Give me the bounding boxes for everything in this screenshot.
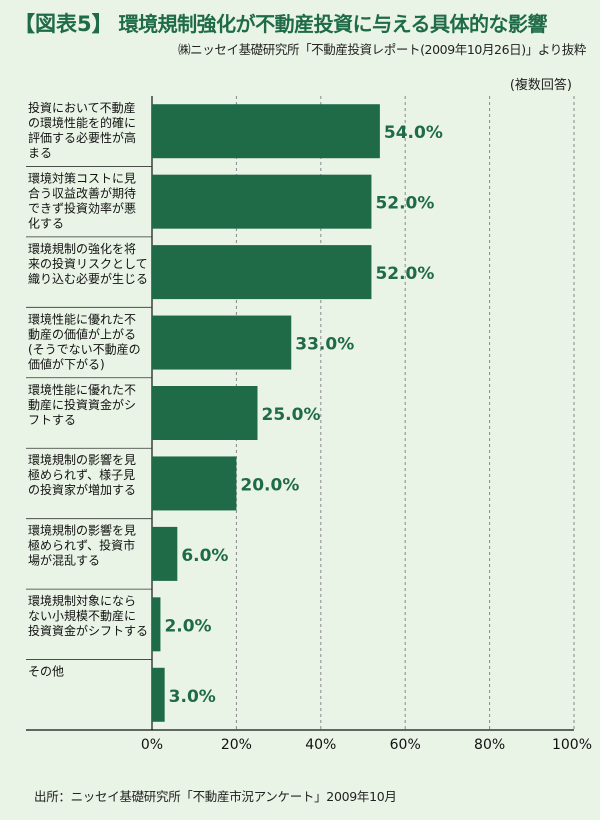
category-label-line: 動産に投資資金がシ	[28, 397, 136, 412]
bar	[152, 386, 258, 440]
category-label-line: できず投資効率が悪	[28, 200, 136, 215]
bar-value-label: 54.0%	[384, 123, 443, 143]
category-label-line: 投資資金がシフトする	[28, 623, 148, 638]
category-label-line: 場が混乱する	[28, 553, 100, 568]
chart-title-row: 【図表5】 環境規制強化が不動産投資に与える具体的な影響	[14, 8, 590, 38]
category-label-line: の投資家が増加する	[28, 482, 136, 497]
category-label-line: まる	[28, 146, 52, 160]
category-label-line: 環境規制対象になら	[28, 593, 136, 608]
figure-number: 【図表5】	[14, 12, 113, 36]
bar	[152, 456, 237, 511]
bar	[152, 667, 165, 722]
x-tick-label: 80%	[474, 737, 505, 753]
category-label-line: 極められず、様子見	[28, 467, 135, 482]
category-label-line: 価値が下がる)	[28, 356, 105, 371]
category-label-line: 環境規制の影響を見	[28, 523, 136, 538]
multiple-answer-note: (複数回答)	[509, 78, 572, 93]
x-tick-label: 100%	[552, 737, 592, 753]
bar-value-label: 20.0%	[240, 475, 299, 495]
bar-value-label: 6.0%	[181, 546, 228, 566]
chart-subtitle: ㈱ニッセイ基礎研究所「不動産投資レポート(2009年10月26日)」より抜粋	[178, 42, 586, 57]
bar-value-label: 3.0%	[169, 687, 216, 707]
category-label-line: フトする	[28, 413, 76, 427]
x-tick-label: 60%	[390, 737, 421, 753]
category-label-line: 環境性能に優れた不	[28, 311, 136, 326]
category-label-line: 織り込む必要が生じる	[28, 271, 148, 286]
category-label-line: の環境性能を的確に	[28, 115, 136, 130]
category-label-line: 投資において不動産	[28, 100, 136, 115]
category-label-line: 環境性能に優れた不	[28, 382, 136, 397]
category-label-line: ない小規模不動産に	[28, 608, 136, 623]
bar-value-label: 52.0%	[375, 194, 434, 214]
category-label-line: 化する	[28, 216, 64, 230]
chart-title: 環境規制強化が不動産投資に与える具体的な影響	[118, 12, 548, 36]
category-label-line: (そうでない不動産の	[28, 341, 141, 356]
bar-value-label: 25.0%	[262, 405, 321, 425]
category-label-line: 環境対策コストに見	[28, 170, 136, 185]
category-label-line: 合う収益改善が期待	[28, 185, 136, 200]
bar	[152, 104, 380, 159]
bar-value-label: 2.0%	[164, 616, 211, 636]
category-label-line: 極められず、投資市	[28, 538, 135, 553]
category-label-line: 環境規制の強化を将	[28, 241, 136, 256]
bar	[152, 174, 372, 229]
bar-value-label: 33.0%	[295, 335, 354, 355]
category-label-line: 評価する必要性が高	[28, 130, 136, 145]
x-tick-label: 40%	[305, 737, 336, 753]
bar-value-label: 52.0%	[375, 264, 434, 284]
bar	[152, 315, 292, 370]
category-label-line: 環境規制の影響を見	[28, 452, 136, 467]
x-tick-label: 0%	[141, 737, 163, 753]
bar	[152, 526, 178, 581]
category-label-line: 来の投資リスクとして	[28, 256, 148, 271]
category-label-line: その他	[28, 665, 64, 679]
bar	[152, 245, 372, 300]
x-tick-label: 20%	[221, 737, 252, 753]
source-footer: 出所：ニッセイ基礎研究所「不動産市況アンケート」2009年10月	[34, 789, 397, 804]
bar	[152, 597, 161, 652]
category-label-line: 動産の価値が上がる	[28, 326, 136, 341]
